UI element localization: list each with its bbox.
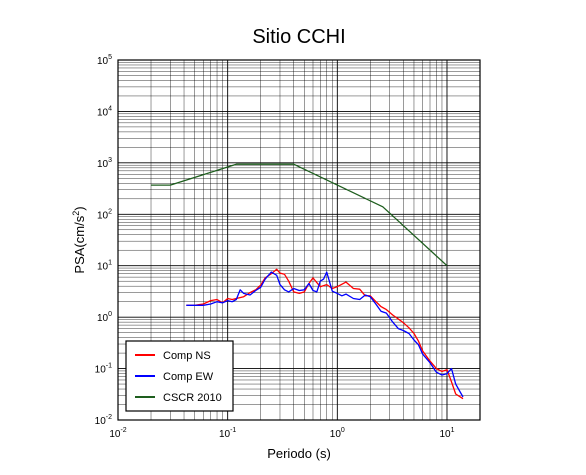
x-tick-label: 10-2 bbox=[109, 427, 126, 440]
y-tick-label: 100 bbox=[97, 311, 112, 324]
y-axis-label-base: PSA(cm/s bbox=[72, 215, 87, 273]
tick-exponent: 0 bbox=[341, 427, 345, 434]
legend: Comp NS Comp EW CSCR 2010 bbox=[125, 340, 234, 412]
tick-base: 10 bbox=[97, 262, 109, 273]
series-line-1 bbox=[186, 268, 464, 400]
tick-base: 10 bbox=[97, 159, 109, 170]
plot-frame bbox=[117, 59, 481, 421]
y-tick-label: 105 bbox=[97, 54, 112, 67]
tick-base: 10 bbox=[97, 210, 109, 221]
series-line-2 bbox=[186, 271, 464, 398]
tick-base: 10 bbox=[97, 56, 109, 67]
tick-exponent: -2 bbox=[106, 414, 112, 421]
tick-exponent: -1 bbox=[106, 363, 112, 370]
y-tick-label: 101 bbox=[97, 260, 112, 273]
tick-base: 10 bbox=[95, 365, 107, 376]
tick-base: 10 bbox=[439, 429, 451, 440]
y-tick-label: 103 bbox=[97, 157, 112, 170]
tick-base: 10 bbox=[95, 416, 107, 427]
tick-exponent: 0 bbox=[108, 311, 112, 318]
tick-exponent: 1 bbox=[451, 427, 455, 434]
tick-base: 10 bbox=[330, 429, 342, 440]
y-axis-label-tail: ) bbox=[72, 206, 87, 210]
tick-base: 10 bbox=[109, 429, 121, 440]
legend-label: CSCR 2010 bbox=[163, 392, 222, 404]
grid bbox=[117, 59, 481, 421]
y-tick-label: 104 bbox=[97, 105, 112, 118]
y-tick-label: 102 bbox=[97, 208, 112, 221]
chart-title: Sitio CCHI bbox=[252, 26, 345, 48]
tick-exponent: 3 bbox=[108, 157, 112, 164]
x-tick-label: 10-1 bbox=[219, 427, 236, 440]
tick-exponent: 4 bbox=[108, 105, 112, 112]
tick-base: 10 bbox=[219, 429, 231, 440]
x-axis-label: Periodo (s) bbox=[267, 446, 331, 461]
tick-exponent: -2 bbox=[120, 427, 126, 434]
legend-label: Comp EW bbox=[163, 371, 214, 383]
tick-exponent: 5 bbox=[108, 54, 112, 61]
legend-label: Comp NS bbox=[163, 350, 211, 362]
x-tick-label: 101 bbox=[439, 427, 454, 440]
tick-exponent: 2 bbox=[108, 208, 112, 215]
tick-base: 10 bbox=[97, 313, 109, 324]
series-line-3 bbox=[151, 163, 448, 267]
series-layer bbox=[151, 163, 464, 400]
x-tick-label: 100 bbox=[330, 427, 345, 440]
y-tick-label: 10-2 bbox=[95, 414, 112, 427]
tick-exponent: -1 bbox=[230, 427, 236, 434]
y-axis-label: PSA(cm/s2) bbox=[71, 206, 87, 273]
y-axis-label-exp: 2 bbox=[71, 211, 81, 216]
y-tick-label: 10-1 bbox=[95, 363, 112, 376]
tick-exponent: 1 bbox=[108, 260, 112, 267]
tick-base: 10 bbox=[97, 107, 109, 118]
